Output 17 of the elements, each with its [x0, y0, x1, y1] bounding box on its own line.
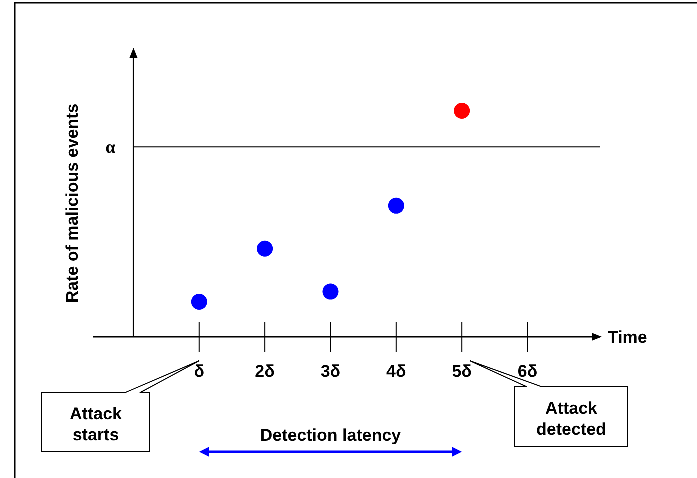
- y-axis-title: Rate of malicious events: [63, 104, 82, 304]
- text: Detection latency: [260, 426, 402, 445]
- x-tick-label: 2δ: [255, 362, 275, 381]
- x-tick-label: 5δ: [452, 362, 472, 381]
- x-tick-label: 6δ: [518, 362, 538, 381]
- point: [322, 284, 339, 300]
- point: [454, 103, 470, 120]
- point: [257, 240, 274, 257]
- x-axis-title: Time: [608, 328, 648, 347]
- x-tick-label: δ: [194, 362, 205, 381]
- point: [191, 294, 208, 310]
- text: Attack detected: [536, 399, 606, 439]
- x-tick-label: 3δ: [320, 362, 341, 381]
- text: Attack starts: [70, 404, 123, 444]
- point: [388, 198, 404, 214]
- x-tick-label: 4δ: [386, 362, 406, 381]
- ref-line-label: α: [106, 137, 116, 158]
